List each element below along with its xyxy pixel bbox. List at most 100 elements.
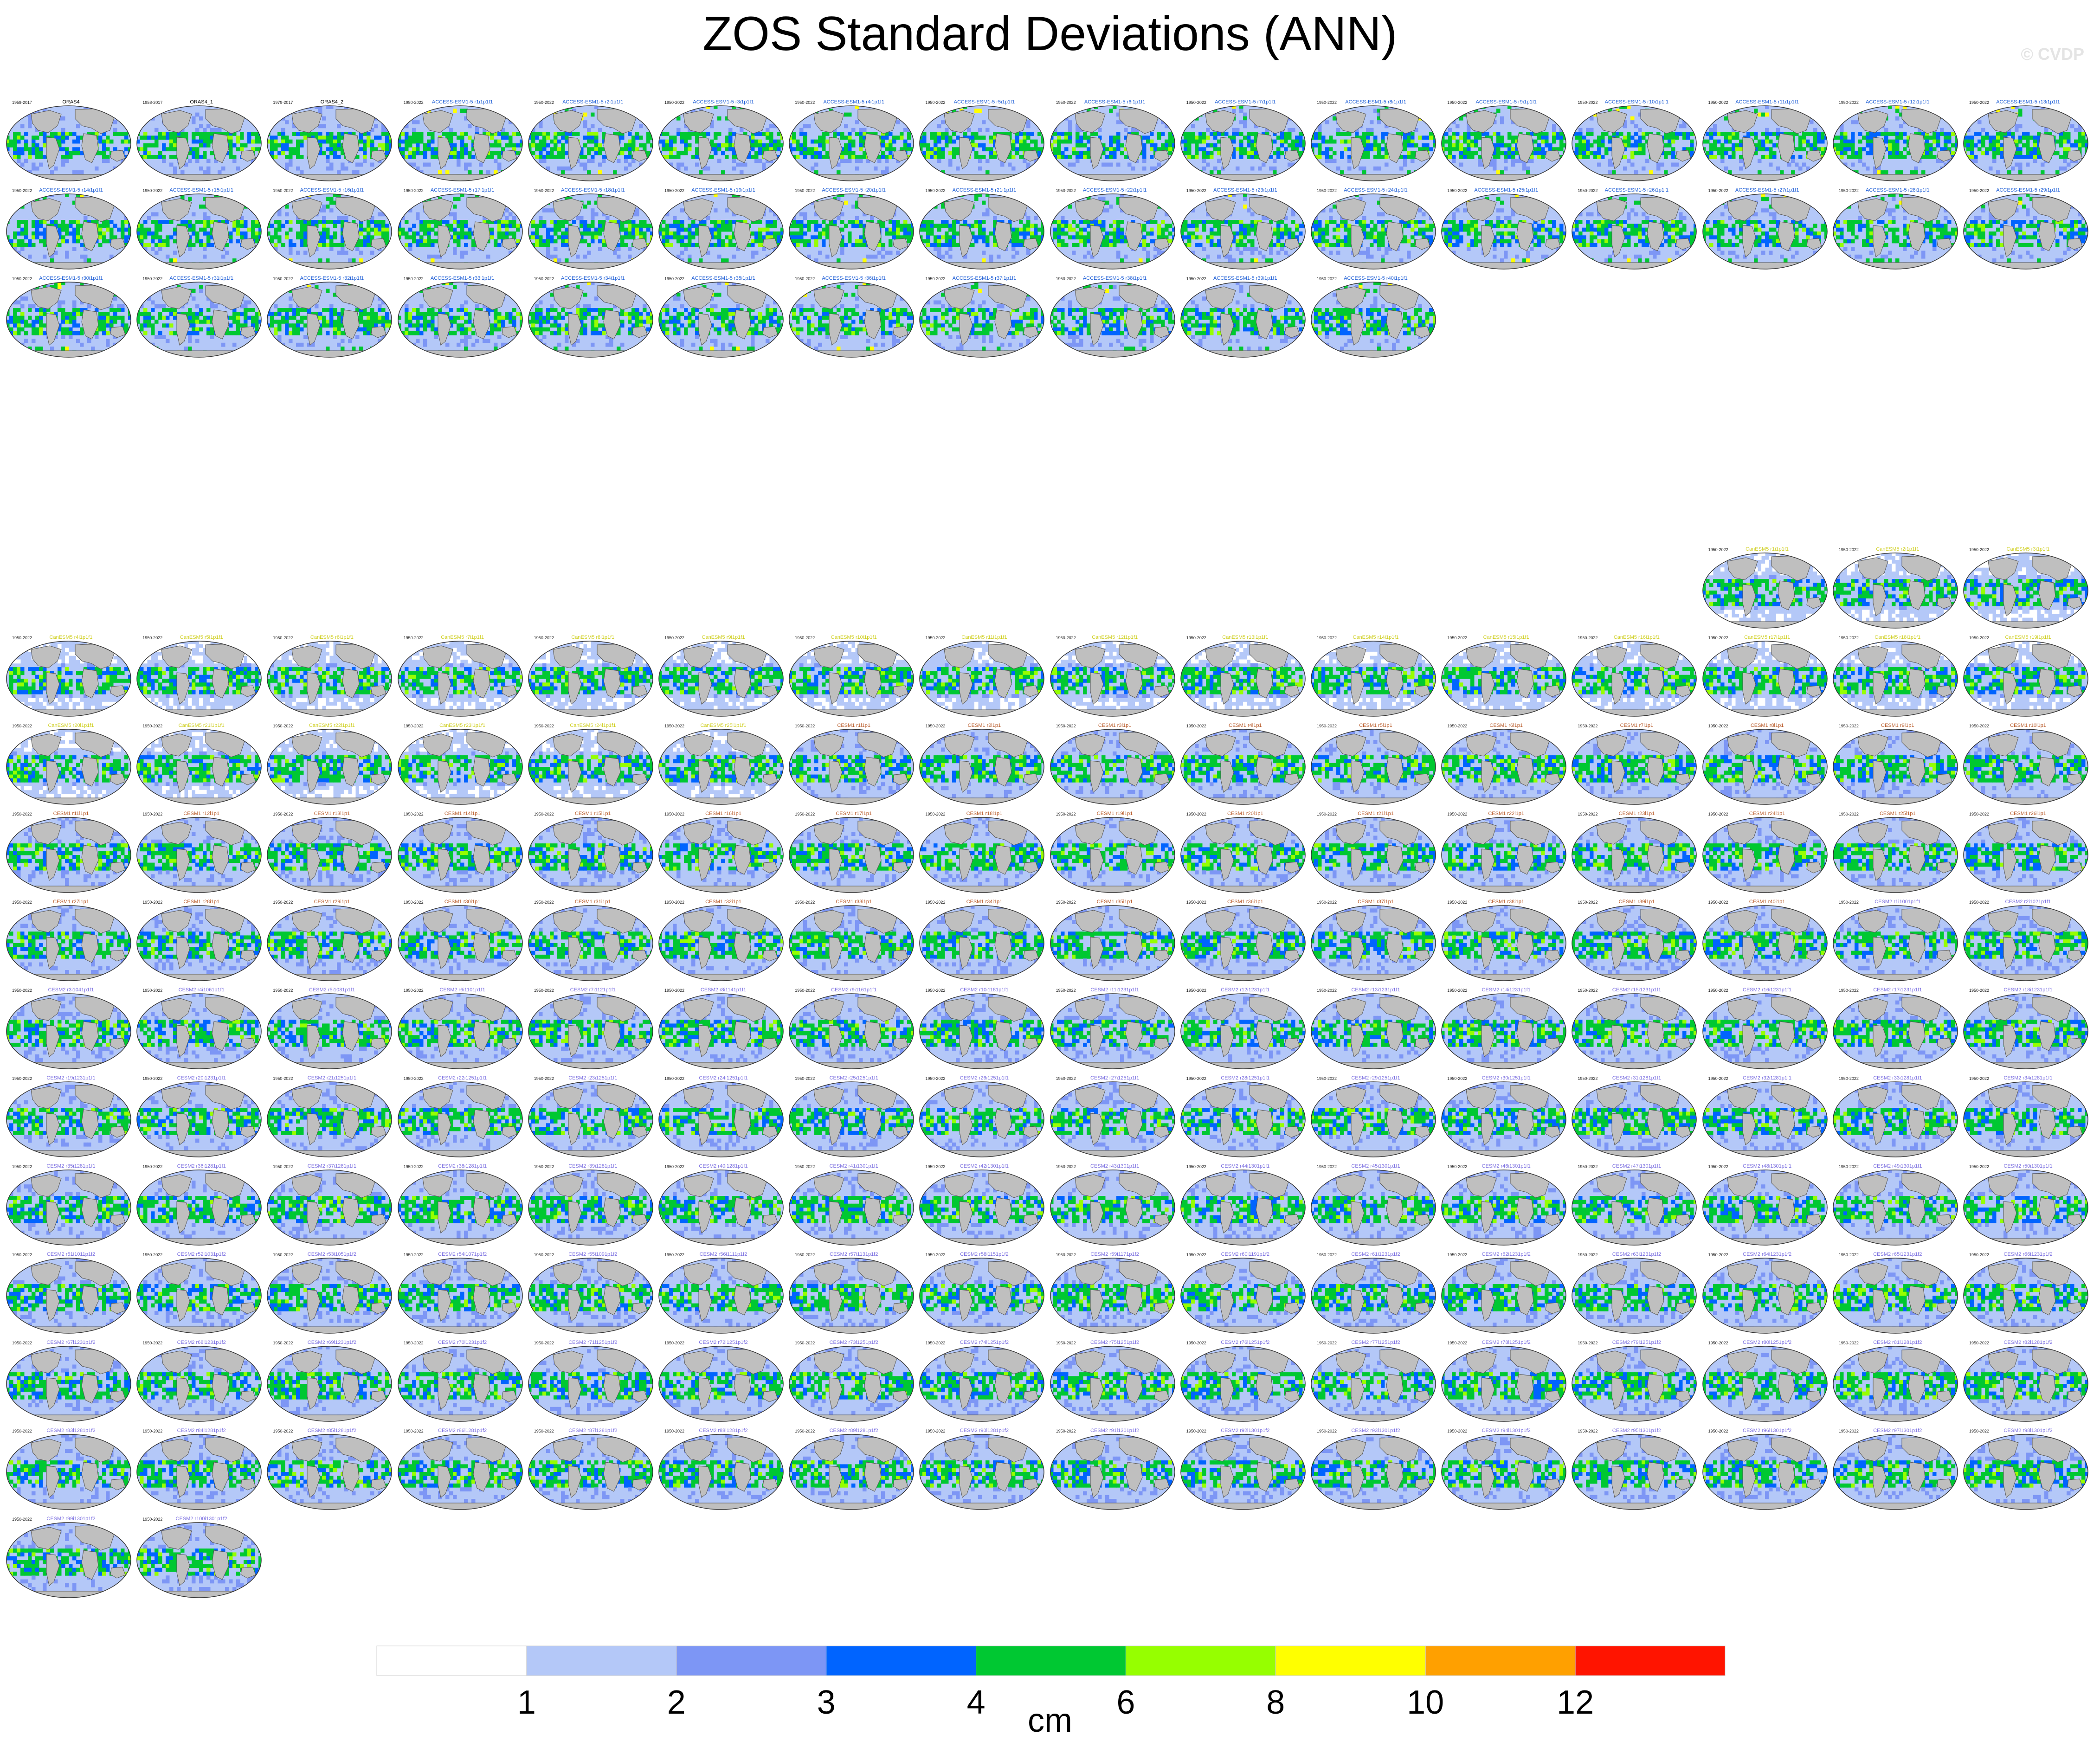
- map-cell: [1757, 170, 1762, 174]
- map-cell: [1168, 135, 1172, 140]
- map-cell: [1638, 128, 1642, 132]
- map-cell: [285, 212, 289, 217]
- map-cell: [542, 178, 547, 181]
- map-cell: [43, 135, 47, 140]
- map-cell: [1160, 170, 1165, 174]
- map-cell: [9, 143, 13, 148]
- panel-member-label: ACCESS-ESM1-5 r10i1p1f1: [1571, 99, 1702, 105]
- map-cell: [1467, 135, 1471, 140]
- map-cell: [937, 159, 941, 163]
- map-cell: [1433, 174, 1436, 179]
- map-cell: [662, 132, 666, 136]
- map-cell: [329, 147, 334, 152]
- map-cell: [1772, 154, 1777, 159]
- map-cell: [1601, 143, 1605, 148]
- map-cell: [1989, 139, 1993, 144]
- map-cell: [676, 109, 681, 113]
- map-cell: [1050, 109, 1054, 113]
- map-cell: [501, 132, 505, 136]
- map-cell: [121, 220, 125, 224]
- map-cell: [1735, 132, 1739, 136]
- map-cell: [404, 243, 409, 247]
- map-cell: [2085, 139, 2088, 144]
- map-cell: [20, 247, 25, 251]
- map-cell: [1034, 174, 1038, 179]
- map-cell: [374, 135, 378, 140]
- map-cell: [1694, 112, 1697, 117]
- map-cell: [2018, 154, 2023, 159]
- map-cell: [1381, 139, 1385, 144]
- map-cell: [1403, 132, 1407, 136]
- map-cell: [1403, 139, 1407, 144]
- map-cell: [363, 159, 367, 163]
- map-cell: [6, 243, 10, 247]
- map-cell: [341, 151, 345, 155]
- map-cell: [881, 151, 885, 155]
- map-cell: [1772, 143, 1777, 148]
- map-cell: [121, 159, 125, 163]
- map-cell: [1537, 154, 1541, 159]
- map-cell: [355, 170, 360, 174]
- map-cell: [1217, 151, 1221, 155]
- map-cell: [1325, 139, 1329, 144]
- map-cell: [903, 143, 908, 148]
- map-cell: [1452, 159, 1456, 163]
- map-cell: [285, 220, 289, 224]
- map-cell: [1597, 135, 1601, 140]
- map-cell: [1183, 139, 1188, 144]
- map-cell: [460, 109, 464, 113]
- map-cell: [210, 132, 214, 136]
- map-cell: [251, 139, 255, 144]
- map-cell: [50, 132, 54, 136]
- map-cell: [1272, 139, 1277, 144]
- map-cell: [859, 147, 863, 152]
- map-cell: [333, 220, 337, 224]
- map-cell: [863, 151, 867, 155]
- map-cell: [1761, 147, 1765, 152]
- map-continent: [1256, 133, 1273, 163]
- map-cell: [415, 231, 420, 236]
- map-cell: [1283, 132, 1288, 136]
- map-cell: [400, 151, 405, 155]
- map-cell: [1123, 147, 1128, 152]
- map-cell: [1254, 135, 1258, 140]
- map-cell: [501, 220, 505, 224]
- map-cell: [1082, 151, 1087, 155]
- map-cell: [538, 147, 543, 152]
- map-cell: [631, 159, 636, 163]
- map-cell: [792, 174, 796, 179]
- map-cell: [128, 262, 131, 267]
- map-cell: [61, 128, 65, 132]
- map-cell: [1425, 147, 1430, 152]
- map-cell: [557, 147, 561, 152]
- map-cell: [1034, 170, 1038, 174]
- map-cell: [434, 239, 438, 244]
- map-cell: [1682, 170, 1687, 174]
- map-cell: [1839, 128, 1844, 132]
- map-cell: [1191, 106, 1195, 109]
- map-cell: [934, 170, 938, 174]
- map-cell: [1634, 143, 1638, 148]
- map-cell: [155, 143, 159, 148]
- map-cell: [1895, 154, 1900, 159]
- map-cell: [389, 216, 392, 220]
- map-cell: [69, 224, 73, 228]
- map-cell: [1559, 135, 1564, 140]
- map-cell: [76, 231, 80, 236]
- map-cell: [166, 239, 170, 244]
- map-cell: [814, 151, 818, 155]
- map-cell: [1791, 159, 1795, 163]
- map-cell: [934, 143, 938, 148]
- map-cell: [389, 139, 392, 144]
- map-cell: [848, 112, 852, 117]
- map-cell: [758, 143, 762, 148]
- map-cell: [1034, 159, 1038, 163]
- map-cell: [1034, 178, 1038, 181]
- map-cell: [1050, 135, 1054, 140]
- map-cell: [557, 139, 561, 144]
- map-cell: [140, 224, 144, 228]
- map-cell: [528, 154, 532, 159]
- map-cell: [1978, 120, 1982, 124]
- map-cell: [1298, 132, 1303, 136]
- map-cell: [941, 132, 945, 136]
